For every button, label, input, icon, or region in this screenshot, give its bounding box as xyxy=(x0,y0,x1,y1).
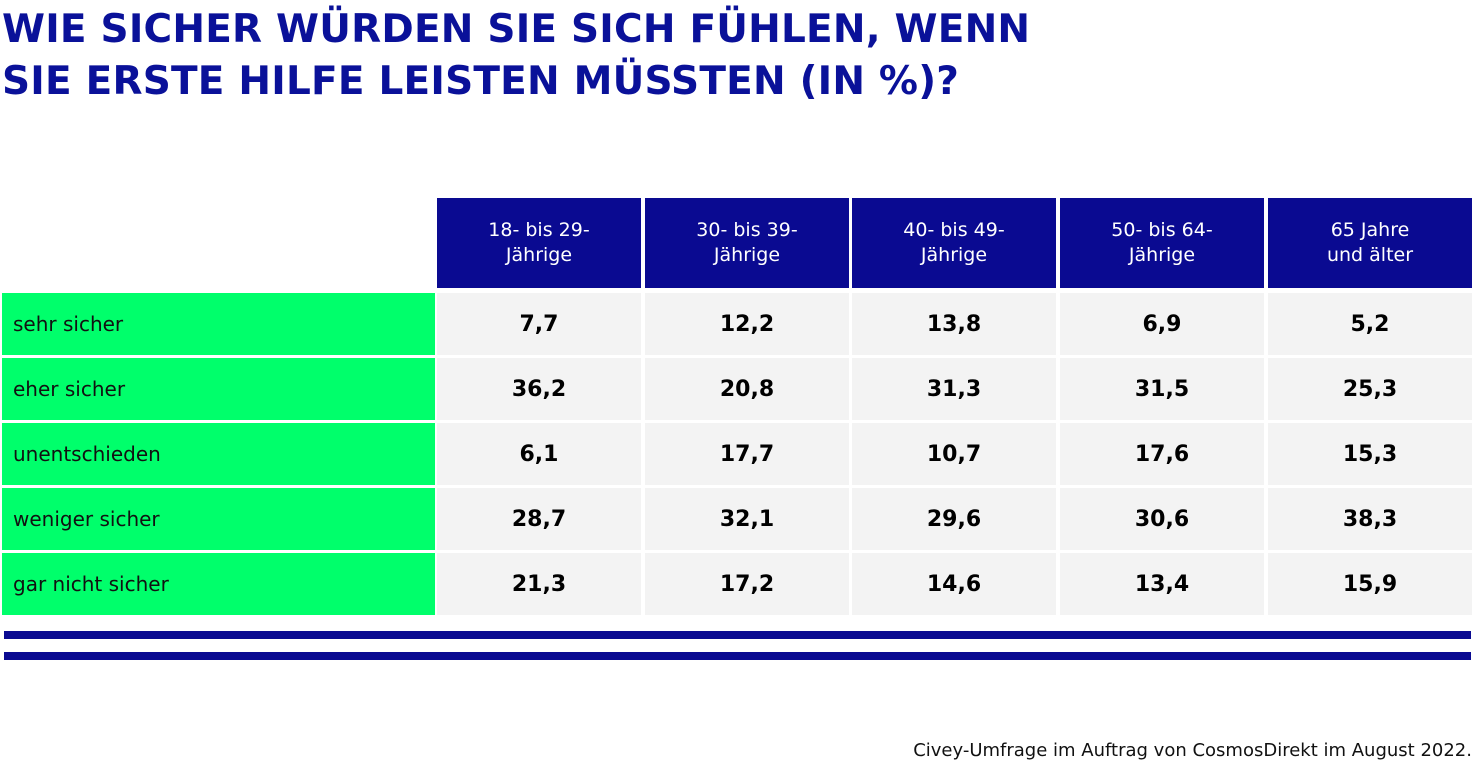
value-cell: 31,5 xyxy=(1060,358,1264,420)
chart-title-line-1: WIE SICHER WÜRDEN SIE SICH FÜHLEN, WENN xyxy=(2,7,1031,52)
value-cell: 15,3 xyxy=(1268,423,1472,485)
column-header-text: Jährige xyxy=(713,244,781,266)
value-cell: 31,3 xyxy=(852,358,1056,420)
value-cell: 30,6 xyxy=(1060,488,1264,550)
value-cell: 29,6 xyxy=(852,488,1056,550)
value-cell: 38,3 xyxy=(1268,488,1472,550)
value-cell: 13,4 xyxy=(1060,553,1264,615)
row-label: weniger sicher xyxy=(2,488,435,550)
row-label: sehr sicher xyxy=(2,293,435,355)
chart-title: WIE SICHER WÜRDEN SIE SICH FÜHLEN, WENN … xyxy=(2,4,1202,108)
column-header-3: 40- bis 49- Jährige xyxy=(852,198,1056,288)
value-cell: 12,2 xyxy=(645,293,849,355)
column-header-5: 65 Jahre und älter xyxy=(1268,198,1472,288)
column-header-text: Jährige xyxy=(920,244,988,266)
column-header-text: 18- bis 29- xyxy=(488,219,590,241)
value-cell: 13,8 xyxy=(852,293,1056,355)
value-cell: 25,3 xyxy=(1268,358,1472,420)
column-header-text: 30- bis 39- xyxy=(696,219,798,241)
row-label: eher sicher xyxy=(2,358,435,420)
column-header-4: 50- bis 64- Jährige xyxy=(1060,198,1264,288)
value-cell: 10,7 xyxy=(852,423,1056,485)
row-label: gar nicht sicher xyxy=(2,553,435,615)
value-cell: 20,8 xyxy=(645,358,849,420)
chart-title-line-2: SIE ERSTE HILFE LEISTEN MÜSSTEN (IN %)? xyxy=(2,59,960,104)
value-cell: 17,7 xyxy=(645,423,849,485)
value-cell: 17,2 xyxy=(645,553,849,615)
value-cell: 28,7 xyxy=(437,488,641,550)
column-header-text: und älter xyxy=(1326,244,1414,266)
value-cell: 21,3 xyxy=(437,553,641,615)
value-cell: 6,9 xyxy=(1060,293,1264,355)
column-header-text: Jährige xyxy=(1128,244,1196,266)
value-cell: 15,9 xyxy=(1268,553,1472,615)
column-header-2: 30- bis 39- Jährige xyxy=(645,198,849,288)
value-cell: 7,7 xyxy=(437,293,641,355)
value-cell: 17,6 xyxy=(1060,423,1264,485)
column-header-text: 40- bis 49- xyxy=(903,219,1005,241)
value-cell: 6,1 xyxy=(437,423,641,485)
value-cell: 36,2 xyxy=(437,358,641,420)
value-cell: 5,2 xyxy=(1268,293,1472,355)
column-header-text: 65 Jahre xyxy=(1330,219,1410,241)
value-cell: 32,1 xyxy=(645,488,849,550)
divider-line-bottom xyxy=(4,652,1471,660)
row-label: unentschieden xyxy=(2,423,435,485)
column-header-text: 50- bis 64- xyxy=(1111,219,1213,241)
value-cell: 14,6 xyxy=(852,553,1056,615)
divider-line-top xyxy=(4,631,1471,639)
column-header-1: 18- bis 29- Jährige xyxy=(437,198,641,288)
column-header-text: Jährige xyxy=(505,244,573,266)
source-note: Civey-Umfrage im Auftrag von CosmosDirek… xyxy=(913,740,1472,761)
